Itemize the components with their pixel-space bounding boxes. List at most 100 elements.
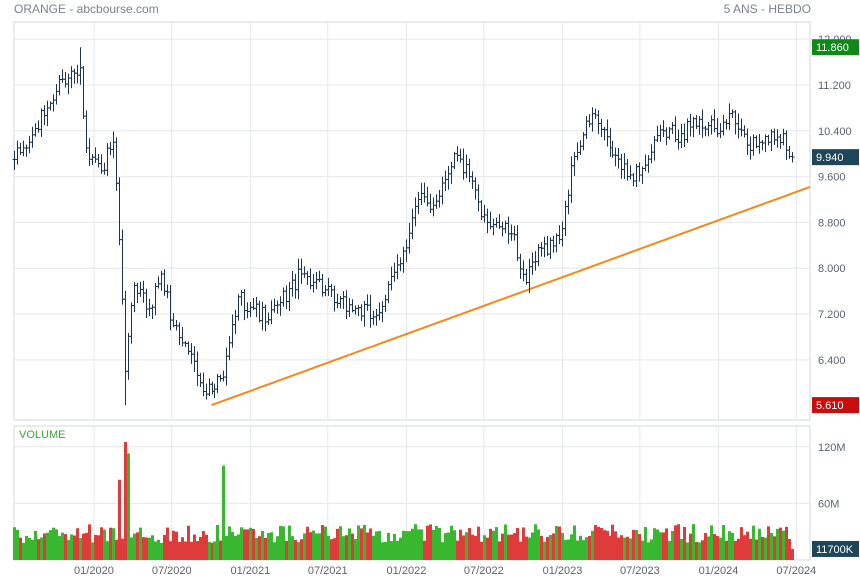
ohlc-bar <box>24 144 29 157</box>
volume-bar <box>405 531 408 560</box>
volume-bar <box>100 527 103 560</box>
volume-bar <box>199 537 202 560</box>
volume-bar <box>468 528 471 560</box>
volume-bar <box>755 539 758 560</box>
ohlc-bar <box>198 372 203 388</box>
volume-bar <box>528 537 531 560</box>
ohlc-bar <box>242 289 247 321</box>
ohlc-bar <box>27 135 32 154</box>
volume-bar <box>644 527 647 560</box>
ohlc-bar <box>575 142 580 161</box>
ohlc-bar <box>709 115 714 135</box>
ohlc-bar <box>763 134 768 153</box>
volume-bar <box>208 541 211 560</box>
volume-bar <box>169 541 172 560</box>
volume-bar <box>85 532 88 560</box>
last-price-badge-box <box>812 149 859 166</box>
volume-bar <box>336 528 339 560</box>
ohlc-bar <box>416 191 421 215</box>
volume-bar <box>28 537 31 560</box>
last-price-badge-value: 9.940 <box>816 152 844 164</box>
volume-bar <box>441 542 444 560</box>
volume-bar <box>420 529 423 560</box>
ohlc-bar <box>117 177 122 246</box>
ohlc-bar <box>691 116 696 138</box>
ohlc-bar <box>269 300 274 325</box>
volume-bar <box>609 535 612 560</box>
ohlc-bar <box>784 130 789 161</box>
price-tick-label: 8.000 <box>818 263 846 275</box>
volume-bar <box>222 465 225 560</box>
ohlc-bar <box>560 221 565 247</box>
ohlc-bar <box>111 131 116 158</box>
ohlc-bar <box>464 154 469 179</box>
volume-bar <box>402 530 405 560</box>
ohlc-bar <box>616 147 621 169</box>
ohlc-bar <box>207 378 212 397</box>
ohlc-bar <box>189 343 194 364</box>
volume-bar <box>255 537 258 560</box>
volume-tick-label: 60M <box>818 498 839 510</box>
ohlc-bar <box>407 222 412 254</box>
volume-bar <box>285 540 288 560</box>
ohlc-bar <box>748 136 753 160</box>
volume-bar <box>677 524 680 560</box>
volume-bar <box>465 532 468 560</box>
volume-bar <box>315 533 318 560</box>
price-panel-frame <box>13 21 811 421</box>
volume-bar <box>103 529 106 560</box>
volume-bar <box>399 537 402 560</box>
volume-bar <box>31 539 34 560</box>
volume-bar <box>106 541 109 560</box>
volume-bar <box>378 531 381 560</box>
price-tick-label: 9.600 <box>818 172 846 184</box>
volume-bar <box>734 540 737 560</box>
volume-bar <box>429 524 432 560</box>
volume-bar <box>686 542 689 560</box>
volume-bar <box>683 526 686 560</box>
volume-bar <box>354 539 357 560</box>
volume-bar <box>656 529 659 560</box>
ohlc-bar <box>440 176 445 205</box>
value-badges: 11.860 9.940 5.610 11700K <box>812 39 859 557</box>
ohlc-bar <box>506 216 511 244</box>
volume-bar <box>357 525 360 560</box>
ohlc-bar <box>584 116 589 140</box>
ohlc-bar <box>437 189 442 208</box>
ohlc-bar <box>455 146 460 162</box>
ohlc-bar <box>661 120 666 138</box>
ohlc-bar <box>730 109 735 118</box>
volume-bar <box>109 527 112 560</box>
ohlc-bar <box>628 165 633 180</box>
ohlc-bar <box>311 274 316 293</box>
volume-bar <box>240 527 243 560</box>
volume-bar <box>19 537 22 560</box>
ohlc-bar <box>694 115 699 130</box>
ohlc-bar <box>757 134 762 154</box>
volume-bar <box>498 541 501 560</box>
volume-bar <box>187 525 190 560</box>
high-price-badge-value: 11.860 <box>816 42 849 54</box>
volume-bar <box>112 528 115 560</box>
volume-bar <box>178 542 181 560</box>
x-tick-label: 07/2023 <box>620 565 660 577</box>
volume-bar <box>447 532 450 560</box>
ohlc-bar <box>332 285 337 312</box>
volume-bar <box>785 526 788 560</box>
volume-bar <box>130 537 133 560</box>
ohlc-bar <box>622 153 627 179</box>
ohlc-bar <box>404 239 409 262</box>
ohlc-bar <box>700 109 705 138</box>
volume-bar <box>172 530 175 560</box>
volume-bar <box>713 533 716 560</box>
volume-bar <box>537 529 540 560</box>
volume-bar <box>740 527 743 560</box>
volume-bar <box>390 541 393 560</box>
volume-bar <box>303 533 306 560</box>
volume-bar <box>689 533 692 560</box>
volume-bar <box>16 529 19 560</box>
chart-period-label: 5 ANS - HEBDO <box>723 2 811 16</box>
volume-bar <box>321 525 324 560</box>
volume-bar <box>626 536 629 560</box>
ohlc-bar <box>359 304 364 321</box>
